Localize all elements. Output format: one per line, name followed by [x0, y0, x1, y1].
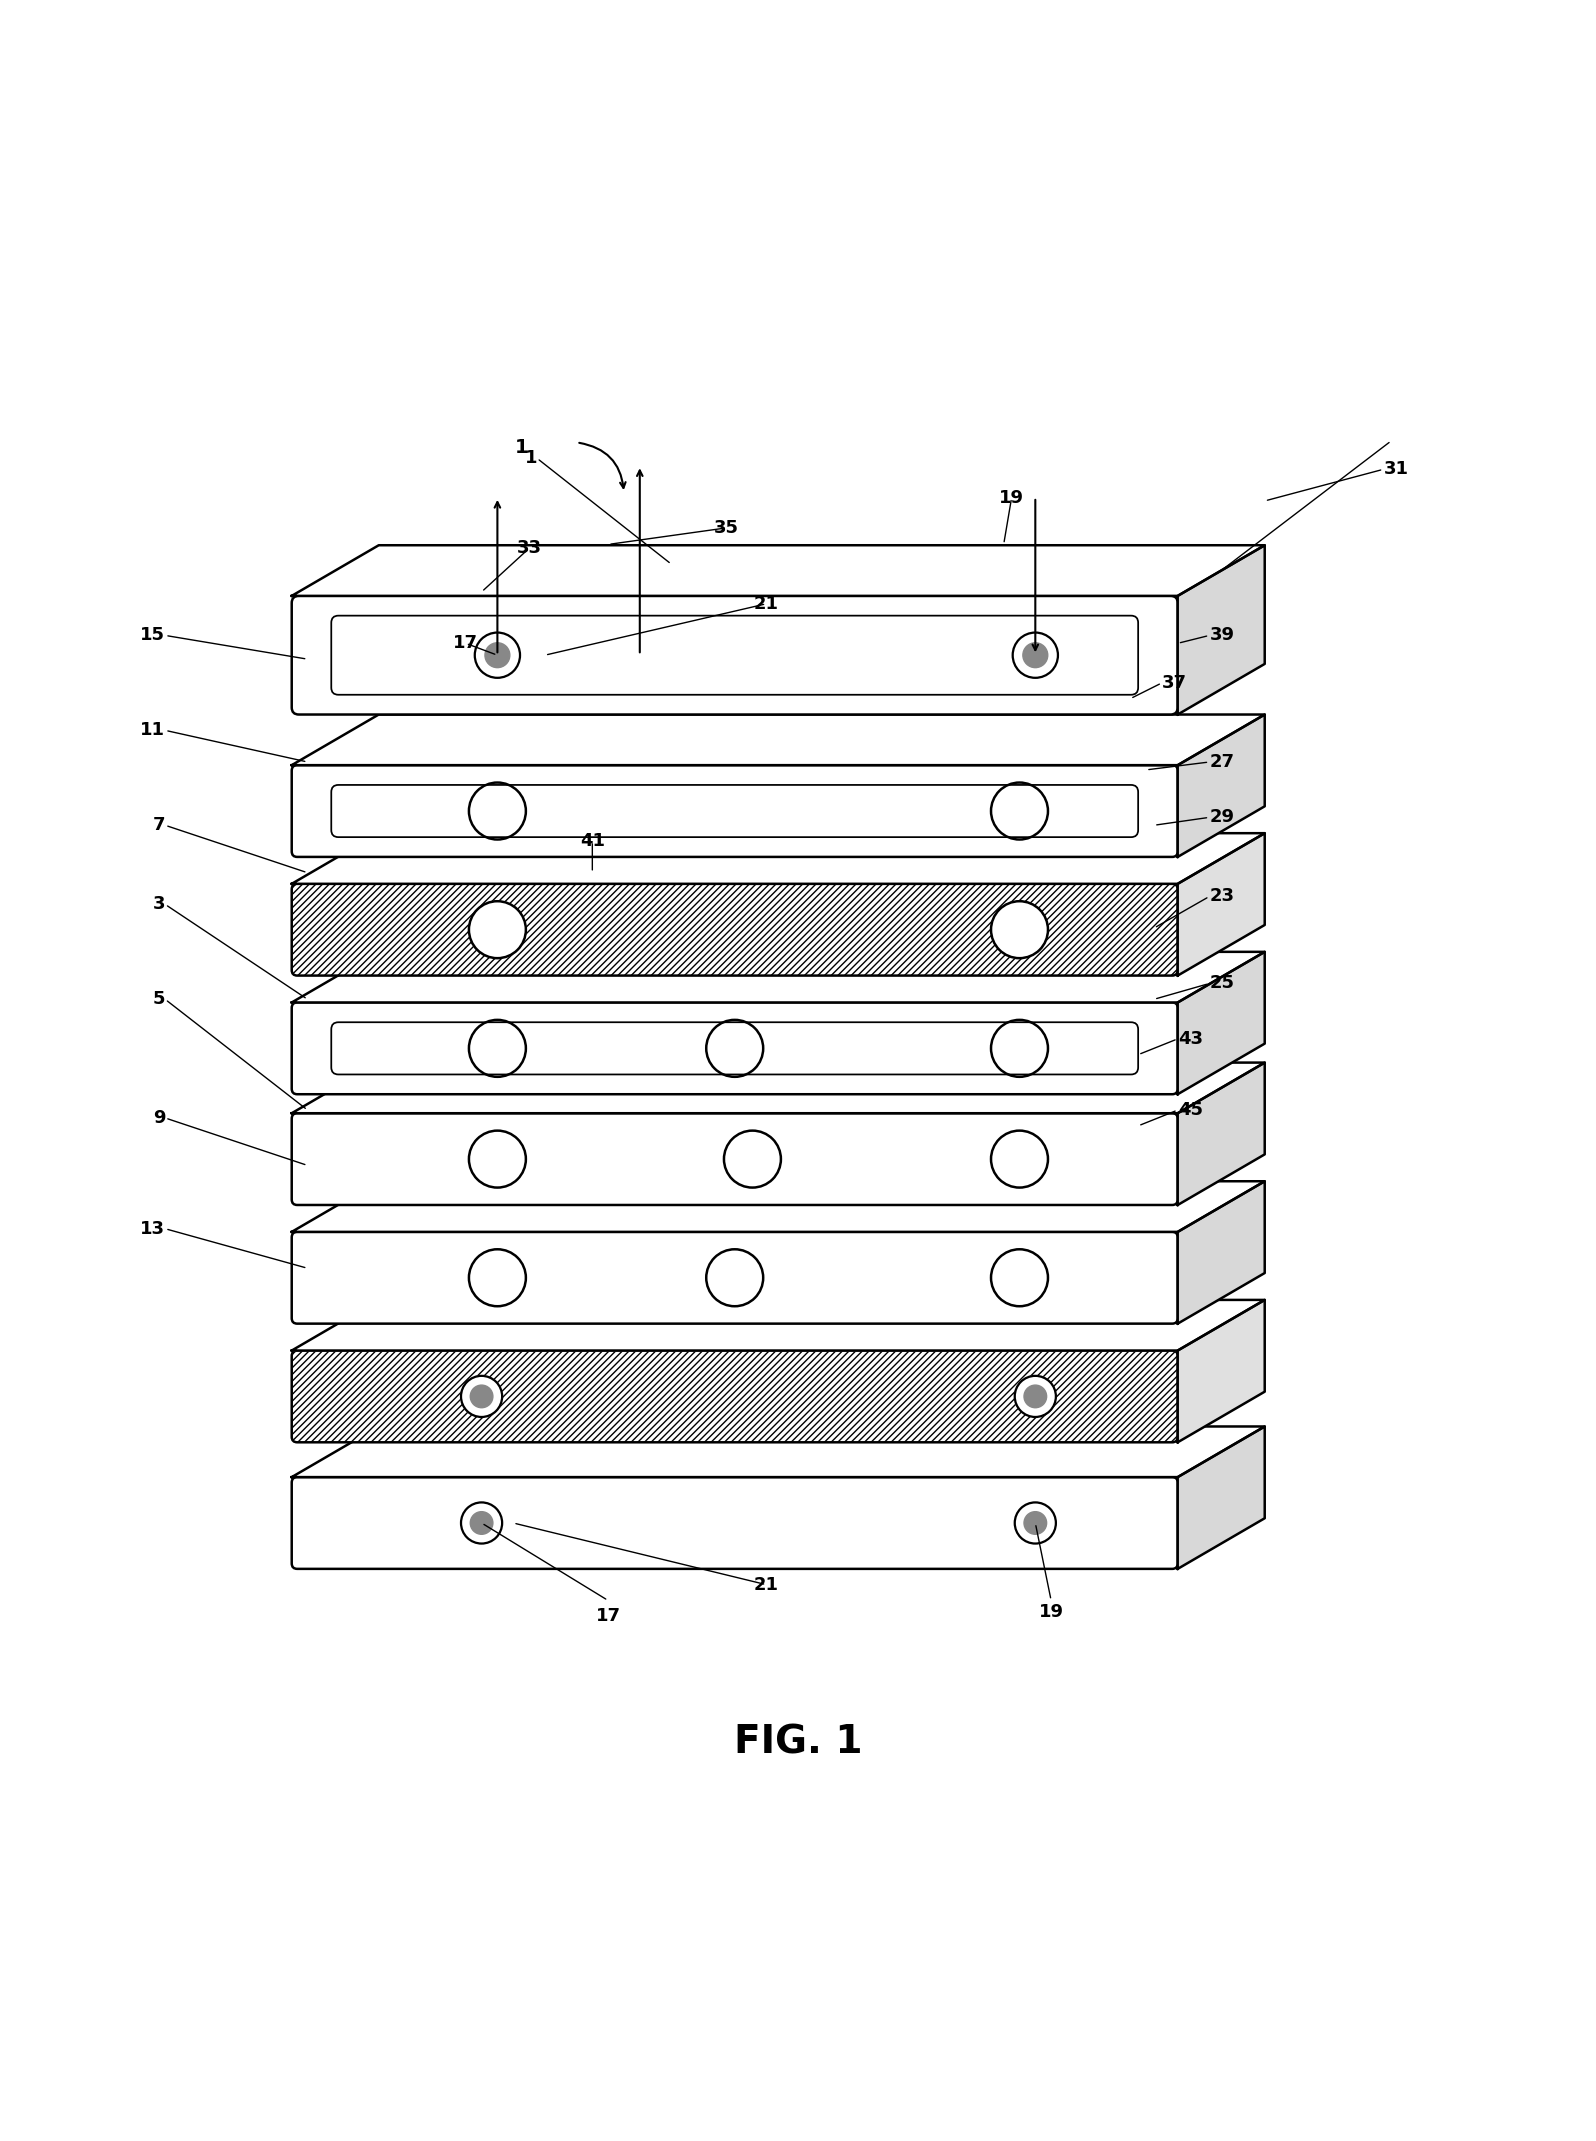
- Polygon shape: [1178, 833, 1264, 976]
- Text: 31: 31: [1384, 460, 1408, 477]
- Circle shape: [725, 1130, 780, 1188]
- Text: 11: 11: [140, 722, 164, 739]
- Circle shape: [469, 1130, 525, 1188]
- Text: 27: 27: [1210, 754, 1234, 771]
- Circle shape: [469, 784, 525, 839]
- Text: 33: 33: [517, 540, 541, 557]
- Text: 17: 17: [453, 634, 479, 653]
- Circle shape: [471, 1385, 493, 1409]
- Text: 7: 7: [153, 816, 164, 835]
- Text: 45: 45: [1178, 1100, 1203, 1120]
- Circle shape: [991, 1019, 1049, 1077]
- Circle shape: [991, 901, 1049, 959]
- Circle shape: [1015, 1377, 1057, 1417]
- FancyBboxPatch shape: [292, 1477, 1178, 1569]
- Circle shape: [991, 1130, 1049, 1188]
- Polygon shape: [292, 953, 1264, 1002]
- Text: 21: 21: [753, 1576, 779, 1593]
- Text: 5: 5: [153, 991, 164, 1008]
- Circle shape: [991, 1250, 1049, 1306]
- Text: 15: 15: [140, 627, 164, 644]
- Text: 23: 23: [1210, 889, 1234, 906]
- Text: 17: 17: [595, 1608, 621, 1625]
- Text: FIG. 1: FIG. 1: [734, 1724, 862, 1762]
- Circle shape: [474, 632, 520, 679]
- Circle shape: [469, 901, 525, 959]
- Circle shape: [1025, 1512, 1047, 1535]
- Text: 1: 1: [525, 450, 536, 467]
- Text: 13: 13: [140, 1220, 164, 1237]
- Circle shape: [707, 1019, 763, 1077]
- Polygon shape: [292, 715, 1264, 764]
- Text: 35: 35: [715, 518, 739, 537]
- Polygon shape: [292, 833, 1264, 884]
- Circle shape: [485, 642, 509, 668]
- Text: 9: 9: [153, 1109, 164, 1126]
- Circle shape: [469, 1250, 525, 1306]
- Text: 39: 39: [1210, 627, 1234, 644]
- Circle shape: [469, 1019, 525, 1077]
- Polygon shape: [1178, 1062, 1264, 1205]
- Circle shape: [1013, 632, 1058, 679]
- Circle shape: [1023, 642, 1047, 668]
- FancyBboxPatch shape: [292, 1231, 1178, 1323]
- FancyBboxPatch shape: [292, 884, 1178, 976]
- Circle shape: [1015, 1503, 1057, 1544]
- Polygon shape: [292, 1300, 1264, 1351]
- Polygon shape: [1178, 1426, 1264, 1569]
- FancyBboxPatch shape: [292, 1002, 1178, 1094]
- Text: 1: 1: [514, 437, 528, 456]
- Circle shape: [1025, 1385, 1047, 1409]
- Circle shape: [461, 1377, 503, 1417]
- Circle shape: [461, 1503, 503, 1544]
- Polygon shape: [292, 1182, 1264, 1231]
- Polygon shape: [1178, 1300, 1264, 1443]
- FancyBboxPatch shape: [292, 764, 1178, 856]
- FancyBboxPatch shape: [292, 1351, 1178, 1443]
- Circle shape: [471, 1512, 493, 1535]
- Circle shape: [991, 784, 1049, 839]
- Polygon shape: [292, 1062, 1264, 1113]
- Text: 19: 19: [999, 488, 1025, 507]
- Polygon shape: [292, 1426, 1264, 1477]
- Polygon shape: [292, 546, 1264, 595]
- Text: 19: 19: [1039, 1604, 1063, 1621]
- Text: 25: 25: [1210, 974, 1234, 993]
- Text: 41: 41: [579, 833, 605, 850]
- Polygon shape: [1178, 953, 1264, 1094]
- Text: 37: 37: [1162, 674, 1187, 692]
- Text: 43: 43: [1178, 1030, 1203, 1047]
- Text: 3: 3: [153, 895, 164, 914]
- FancyBboxPatch shape: [292, 595, 1178, 715]
- Text: 29: 29: [1210, 809, 1234, 826]
- Polygon shape: [1178, 715, 1264, 856]
- Polygon shape: [1178, 546, 1264, 715]
- Circle shape: [707, 1250, 763, 1306]
- Text: 21: 21: [753, 595, 779, 612]
- FancyBboxPatch shape: [292, 1113, 1178, 1205]
- Polygon shape: [1178, 1182, 1264, 1323]
